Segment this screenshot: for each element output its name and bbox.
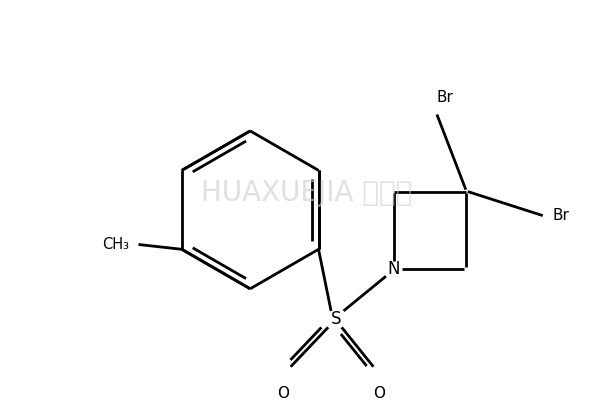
Text: CH₃: CH₃ — [102, 237, 129, 252]
Text: HUAXUEJIA 化学加: HUAXUEJIA 化学加 — [201, 179, 412, 207]
Text: O: O — [277, 386, 289, 401]
Text: Br: Br — [437, 90, 454, 105]
Text: Br: Br — [552, 208, 569, 223]
Text: O: O — [373, 386, 385, 401]
Text: N: N — [387, 259, 400, 277]
Text: S: S — [330, 310, 341, 328]
